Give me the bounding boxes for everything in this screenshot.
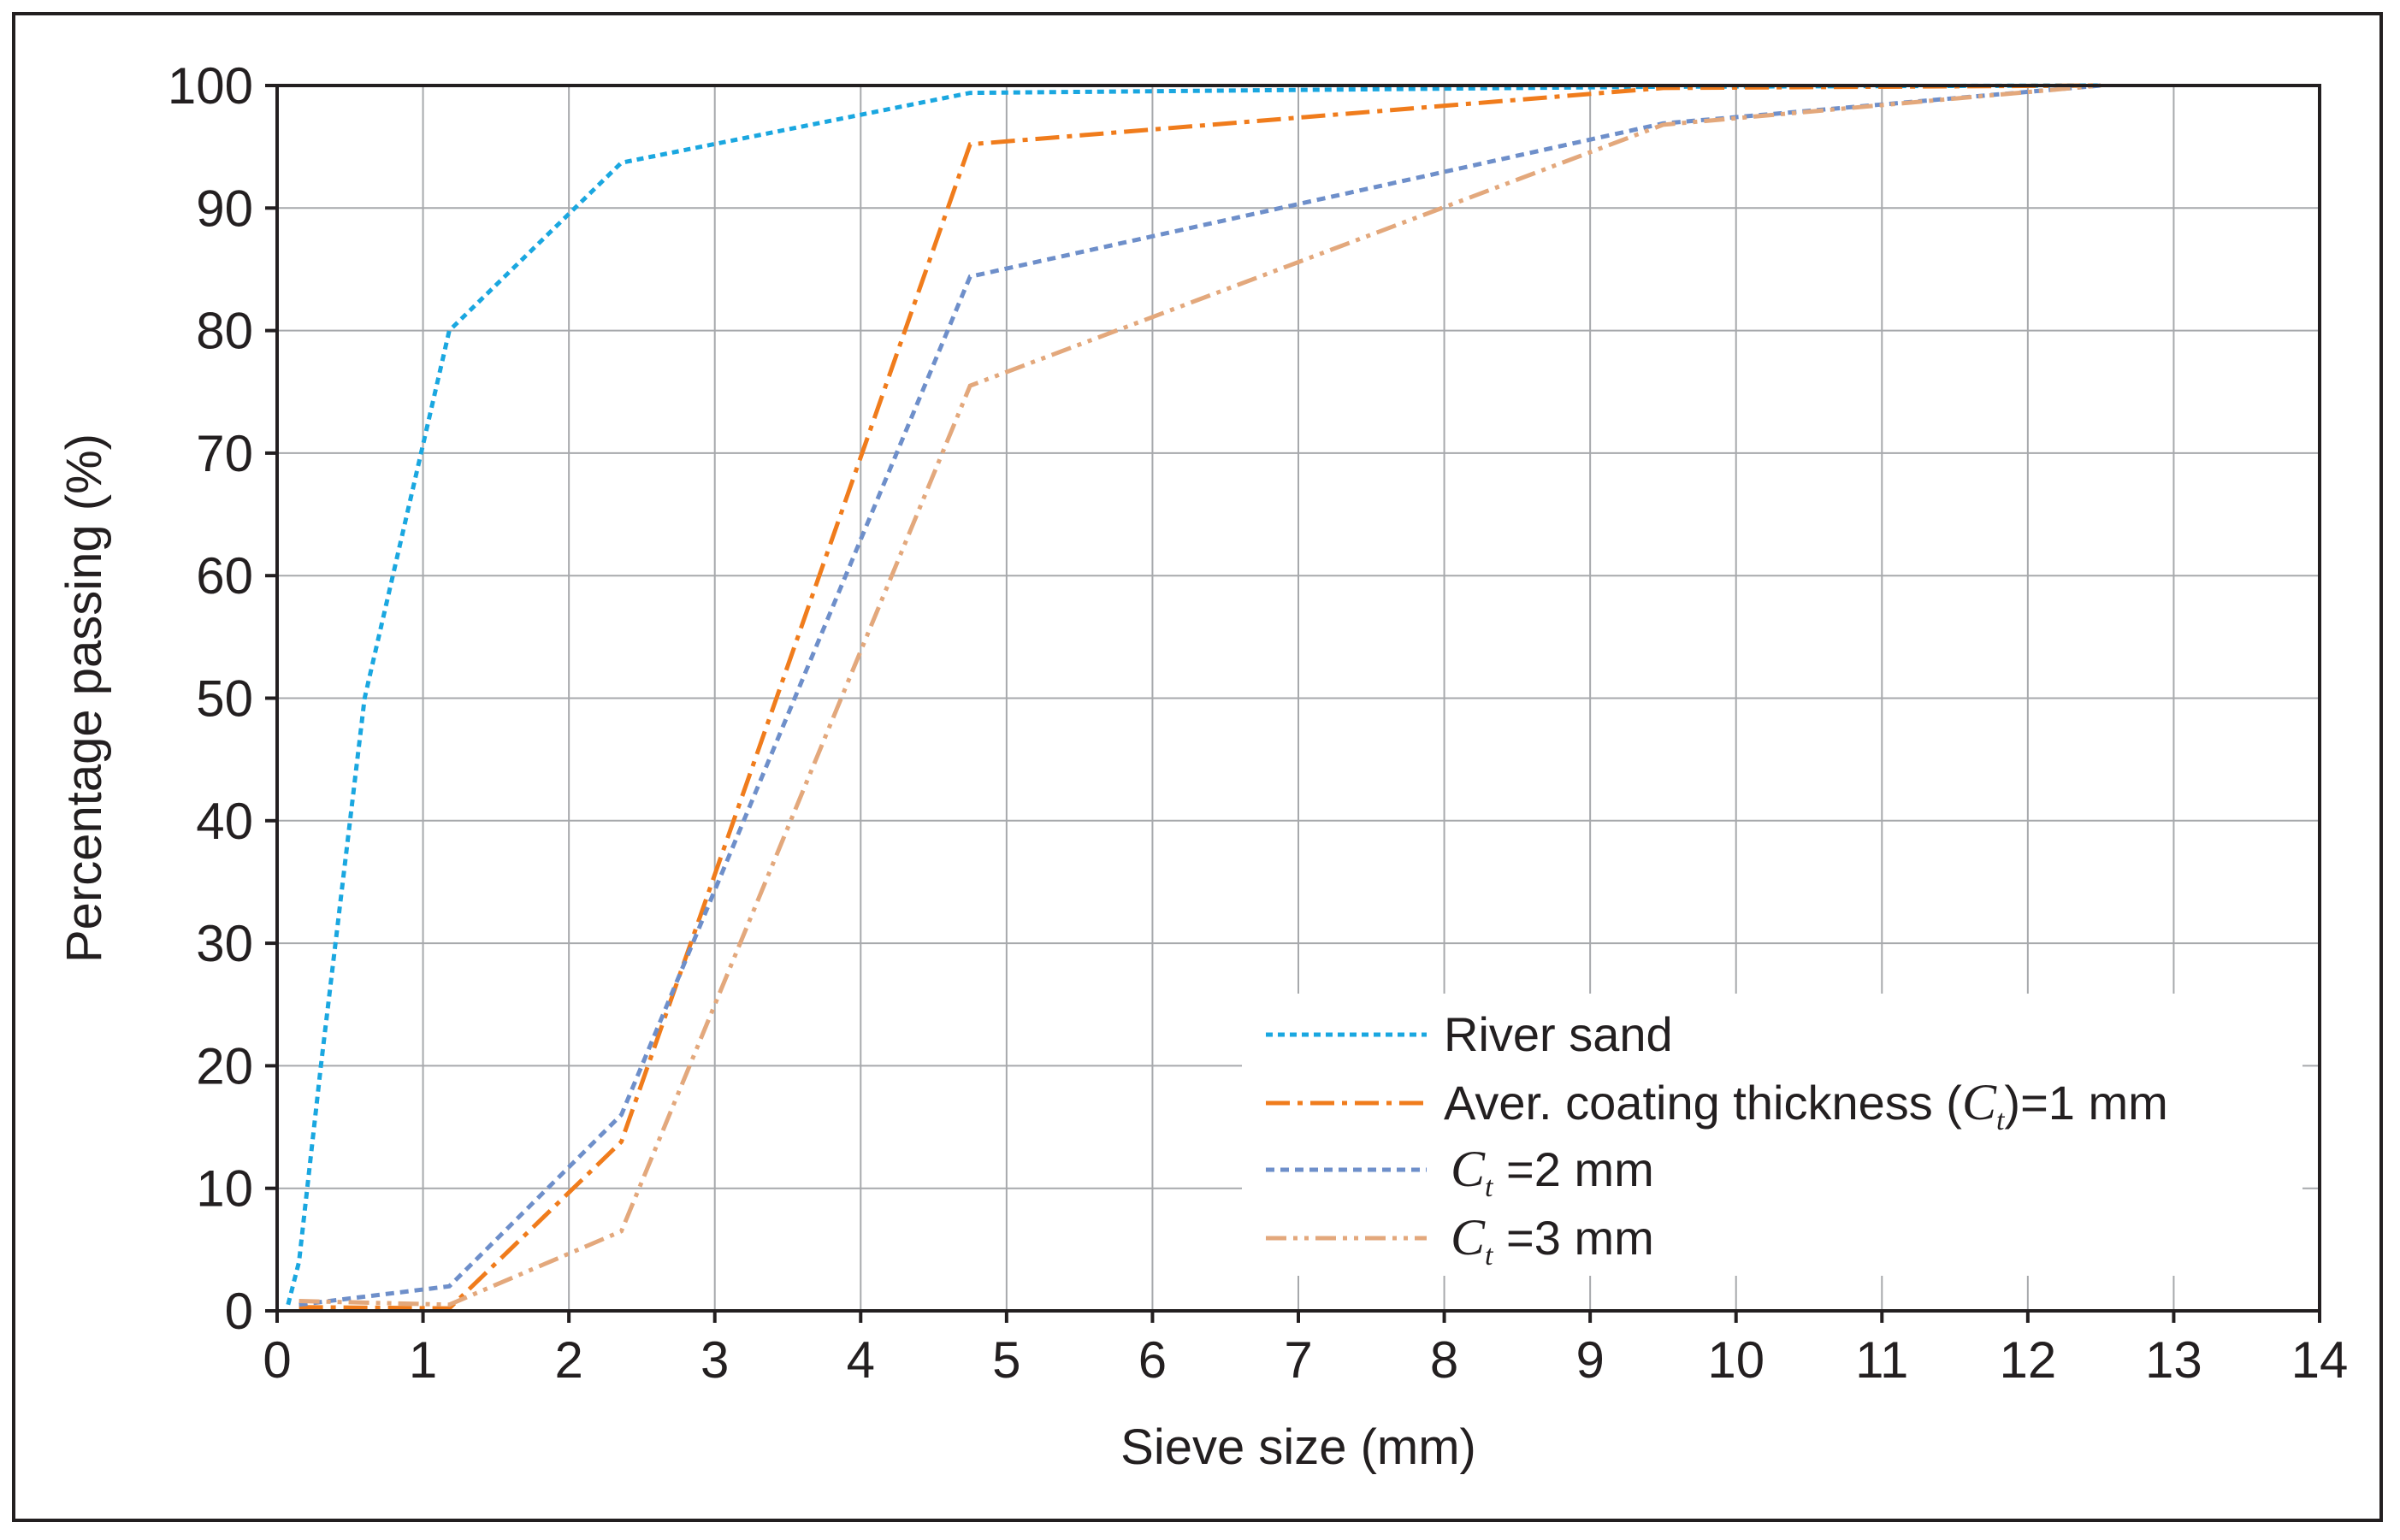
legend-label-2-name-sub: t: [1485, 1171, 1494, 1203]
legend-label-1-name-prefix: Aver. coating thickness (: [1444, 1076, 1962, 1130]
y-tick-label-80: 80: [196, 303, 253, 360]
y-tick-label-60: 60: [196, 547, 253, 605]
x-tick-label-7: 7: [1284, 1331, 1312, 1389]
series-line-2: [299, 83, 2101, 1307]
x-tick-label-14: 14: [2291, 1331, 2349, 1389]
x-axis-title: Sieve size (mm): [1120, 1419, 1476, 1475]
series-line-1: [299, 83, 2101, 1311]
x-tick-label-2: 2: [554, 1331, 582, 1389]
legend-label-0-name: River sand: [1444, 1007, 1673, 1061]
x-tick-label-0: 0: [263, 1331, 291, 1389]
x-tick-label-13: 13: [2145, 1331, 2202, 1389]
x-tick-label-8: 8: [1430, 1331, 1458, 1389]
y-tick-label-50: 50: [196, 670, 253, 728]
legend-label-2-name-var: C: [1451, 1141, 1486, 1197]
x-tick-label-11: 11: [1855, 1331, 1908, 1389]
legend-label-3-name-var: C: [1451, 1209, 1486, 1266]
x-tick-label-6: 6: [1138, 1331, 1167, 1389]
y-tick-label-10: 10: [196, 1160, 253, 1218]
legend-background: [1242, 994, 2302, 1276]
y-tick-label-90: 90: [196, 180, 253, 237]
y-tick-label-70: 70: [196, 425, 253, 482]
x-tick-label-1: 1: [409, 1331, 437, 1389]
legend-label-1-name-var: C: [1962, 1074, 1997, 1130]
y-tick-label-0: 0: [225, 1283, 253, 1340]
x-tick-label-10: 10: [1707, 1331, 1765, 1389]
x-tick-label-12: 12: [1999, 1331, 2056, 1389]
y-tick-label-30: 30: [196, 915, 253, 972]
y-tick-label-100: 100: [168, 57, 253, 115]
x-tick-label-9: 9: [1575, 1331, 1604, 1389]
legend-label-3-name-sub: t: [1485, 1240, 1494, 1272]
legend-label-1: Aver. coating thickness (Ct)=1 mm: [1444, 1074, 2168, 1136]
legend-label-3-name-suffix: =3 mm: [1493, 1211, 1653, 1265]
y-tick-label-40: 40: [196, 793, 253, 850]
series-lines: [286, 83, 2101, 1311]
y-axis-title: Percentage passing (%): [56, 434, 112, 963]
series-line-0: [286, 83, 2101, 1306]
y-tick-label-20: 20: [196, 1037, 253, 1095]
x-tick-label-4: 4: [847, 1331, 875, 1389]
legend-label-0: River sand: [1444, 1007, 1673, 1061]
legend-label-3: Ct =3 mm: [1451, 1209, 1654, 1272]
legend-label-2-name-suffix: =2 mm: [1493, 1142, 1653, 1196]
legend-label-1-name-suffix: )=1 mm: [2004, 1076, 2167, 1130]
series-line-3: [299, 83, 2101, 1307]
x-tick-label-3: 3: [700, 1331, 729, 1389]
legend-label-2: Ct =2 mm: [1451, 1141, 1654, 1203]
legend-label-1-name-sub: t: [1996, 1105, 2006, 1136]
axis-ticks: 0 1 2 3 4 5 6 7 8 9 10 11 12 13 1401020304050607080901…: [168, 57, 2348, 1389]
x-tick-label-5: 5: [992, 1331, 1020, 1389]
